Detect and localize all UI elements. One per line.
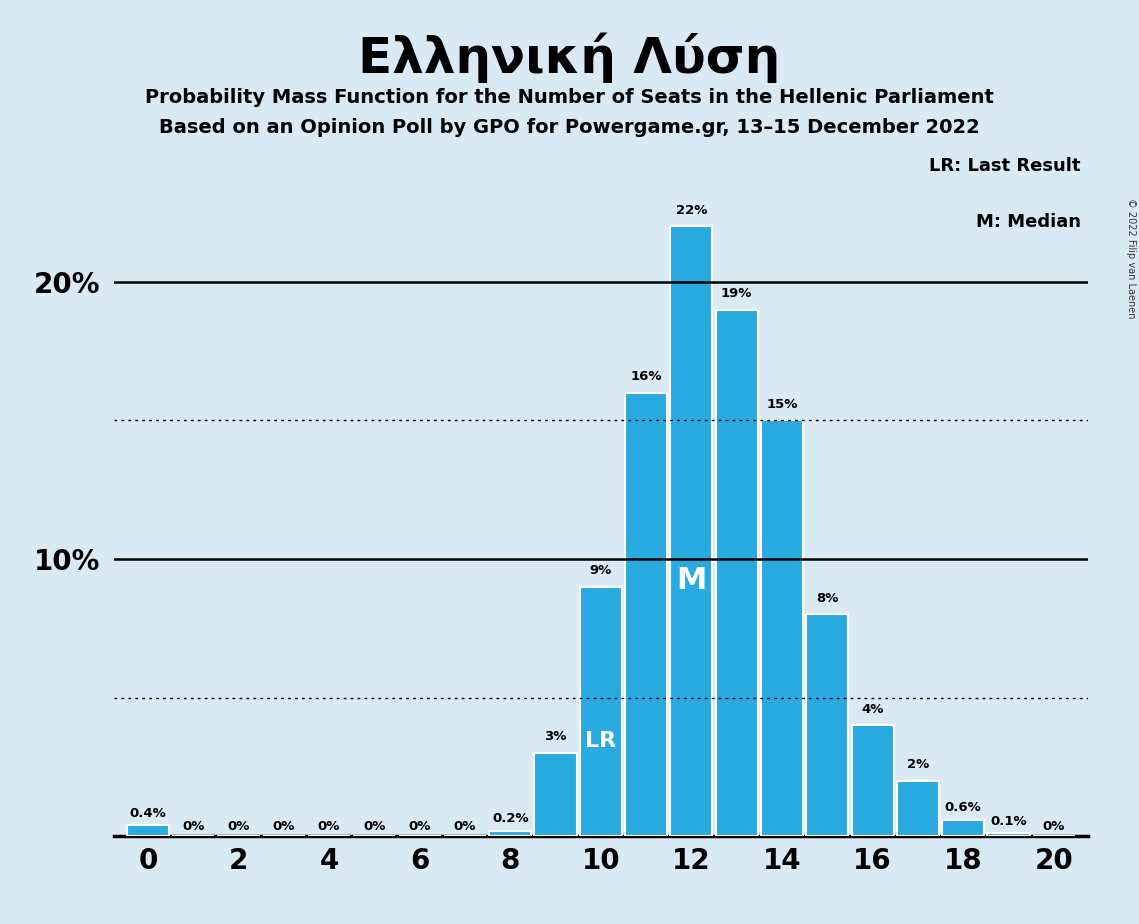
Bar [625, 393, 667, 836]
Text: 19%: 19% [721, 286, 753, 299]
Bar [534, 753, 576, 836]
Text: 4%: 4% [861, 702, 884, 716]
Text: Ελληνική Λύση: Ελληνική Λύση [359, 32, 780, 83]
Bar [671, 226, 713, 836]
Bar [942, 820, 984, 836]
Text: 3%: 3% [544, 730, 567, 743]
Text: M: M [677, 565, 706, 594]
Bar [806, 614, 849, 836]
Bar [126, 825, 169, 836]
Text: 0%: 0% [1042, 820, 1065, 833]
Bar [852, 725, 894, 836]
Text: 0%: 0% [409, 820, 431, 833]
Bar [896, 781, 939, 836]
Text: 15%: 15% [767, 397, 797, 411]
Text: 8%: 8% [817, 591, 838, 605]
Text: M: Median: M: Median [976, 213, 1081, 230]
Text: 0%: 0% [228, 820, 249, 833]
Text: 16%: 16% [630, 370, 662, 383]
Text: 0%: 0% [272, 820, 295, 833]
Bar [761, 420, 803, 836]
Text: Probability Mass Function for the Number of Seats in the Hellenic Parliament: Probability Mass Function for the Number… [145, 88, 994, 107]
Text: 0.1%: 0.1% [990, 815, 1026, 828]
Text: 0%: 0% [318, 820, 341, 833]
Text: 2%: 2% [907, 758, 929, 771]
Text: © 2022 Filip van Laenen: © 2022 Filip van Laenen [1126, 199, 1136, 319]
Text: Based on an Opinion Poll by GPO for Powergame.gr, 13–15 December 2022: Based on an Opinion Poll by GPO for Powe… [159, 118, 980, 138]
Text: 0%: 0% [182, 820, 204, 833]
Bar [580, 587, 622, 836]
Text: 0.4%: 0.4% [130, 807, 166, 820]
Text: 0.6%: 0.6% [945, 801, 982, 814]
Text: 9%: 9% [590, 564, 612, 577]
Bar [715, 310, 757, 836]
Bar [988, 833, 1030, 836]
Text: 0%: 0% [453, 820, 476, 833]
Text: 0%: 0% [363, 820, 385, 833]
Text: LR: LR [585, 732, 616, 751]
Text: 0.2%: 0.2% [492, 812, 528, 825]
Bar [489, 831, 531, 836]
Text: LR: Last Result: LR: Last Result [929, 157, 1081, 175]
Text: 22%: 22% [675, 203, 707, 217]
